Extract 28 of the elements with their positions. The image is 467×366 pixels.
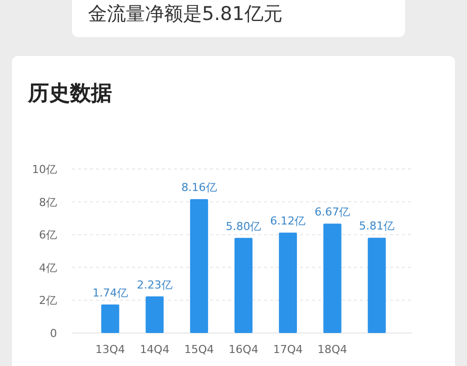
x-tick-label: 14Q4 (140, 343, 170, 356)
y-tick-label: 6亿 (39, 228, 57, 242)
bar (190, 199, 208, 333)
bar (323, 224, 342, 333)
y-tick-label: 10亿 (32, 163, 57, 176)
text: 金流量净额是5.81亿元 (88, 3, 282, 25)
y-tick-label: 4亿 (39, 261, 57, 274)
data-label: 6.12亿 (270, 214, 306, 228)
x-tick-label: 16Q4 (228, 343, 258, 356)
bar (368, 238, 386, 333)
data-label: 6.67亿 (314, 206, 350, 219)
bar (146, 296, 164, 333)
bar (278, 232, 297, 333)
x-tick-label: 13Q4 (95, 343, 126, 356)
bar (234, 238, 252, 333)
y-tick-label: 8亿 (39, 196, 57, 209)
data-label: 8.16亿 (181, 181, 217, 194)
y-tick-label: 0 (50, 327, 57, 340)
x-tick-label: 17Q4 (273, 343, 303, 356)
bar (101, 304, 120, 333)
y-tick-label: 2亿 (39, 294, 57, 308)
x-tick-label: 18Q4 (318, 343, 348, 356)
data-label: 5.81亿 (359, 220, 395, 233)
x-tick-label: 15Q4 (184, 343, 214, 356)
data-label: 2.23亿 (136, 278, 172, 292)
chart-title: 历史数据 (27, 81, 112, 105)
data-label: 5.80亿 (226, 220, 262, 233)
data-label: 1.74亿 (92, 286, 128, 300)
